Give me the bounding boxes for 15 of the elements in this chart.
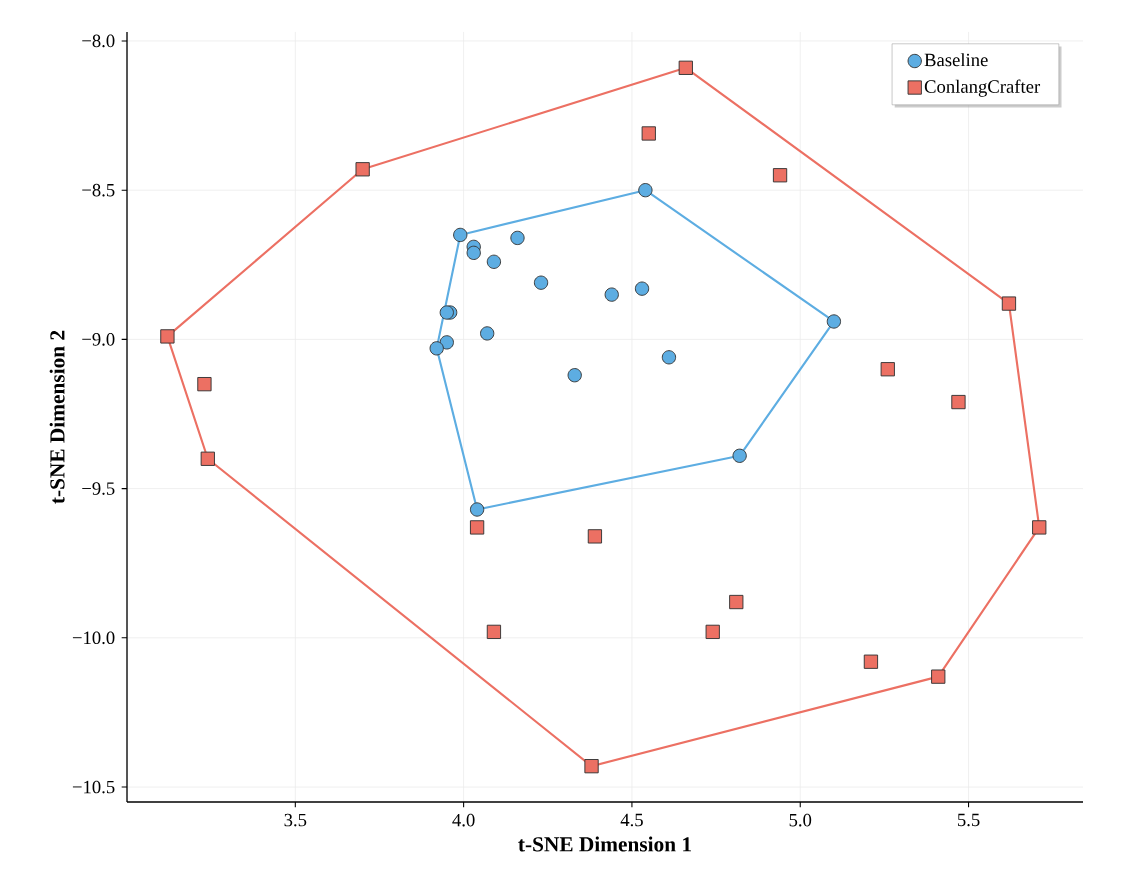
legend-label: Baseline	[924, 53, 988, 67]
x-axis-title: t-SNE Dimension 1	[518, 836, 691, 852]
y-tick-label: −8.0	[82, 34, 115, 48]
y-tick-label: −9.0	[82, 333, 115, 346]
y-tick-label: −10.0	[72, 631, 115, 645]
x-tick-label: 4.0	[452, 813, 475, 827]
x-tick-label: 3.5	[284, 813, 307, 827]
y-axis-title: t-SNE Dimension 2	[49, 330, 65, 504]
x-tick-label: 5.5	[957, 813, 980, 827]
y-tick-label: −8.5	[82, 183, 115, 197]
x-tick-label: 5.0	[789, 813, 812, 827]
legend-label: ConlangCrafter	[924, 79, 1041, 97]
y-tick-label: −10.5	[72, 780, 115, 794]
y-tick-label: −9.5	[82, 482, 115, 495]
x-tick-label: 4.5	[620, 813, 643, 827]
